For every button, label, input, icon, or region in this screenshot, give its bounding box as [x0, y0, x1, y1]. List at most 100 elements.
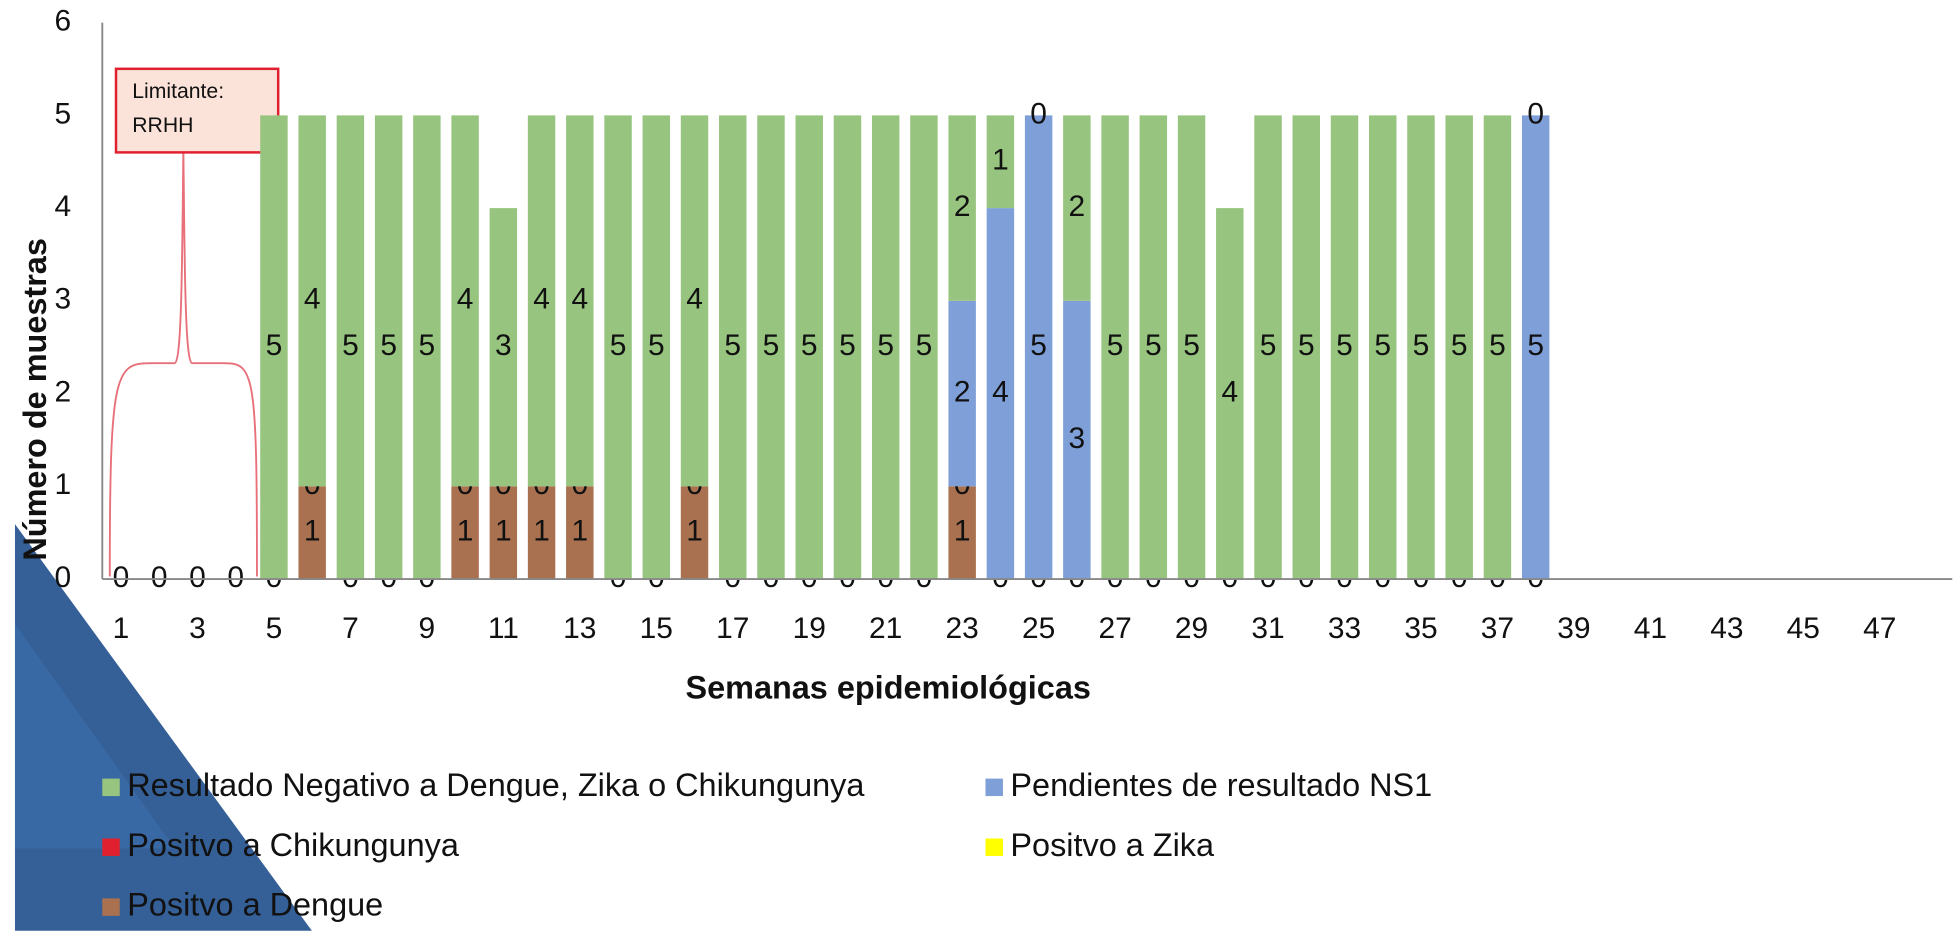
y-tick-label: 4 [54, 190, 71, 223]
bar-segment [1369, 115, 1397, 580]
bar-segment [1521, 115, 1550, 580]
data-label: 0 [1030, 97, 1047, 130]
data-label: 1 [571, 515, 588, 548]
bar-segment [871, 115, 900, 580]
x-tick-label: 41 [1634, 612, 1667, 645]
bar-segment [1483, 115, 1512, 580]
data-label: 1 [992, 144, 1009, 177]
legend-swatch [102, 778, 120, 797]
data-label: 5 [877, 329, 894, 362]
x-tick-label: 35 [1404, 612, 1437, 645]
legend-label: Resultado Negativo a Dengue, Zika o Chik… [127, 767, 865, 803]
data-label: 2 [954, 375, 971, 408]
data-label: 4 [992, 375, 1009, 408]
data-label: 5 [610, 329, 627, 362]
bar-segment [1216, 208, 1244, 580]
x-tick-label: 11 [488, 612, 519, 645]
annotation-bracket [108, 149, 258, 577]
data-label: 4 [686, 283, 703, 316]
data-label: 5 [724, 329, 741, 362]
bar-segment [986, 208, 1015, 580]
x-tick-label: 37 [1481, 612, 1514, 645]
bar-segment [1063, 115, 1091, 301]
x-tick-label: 5 [266, 612, 283, 645]
background-decoration [14, 623, 175, 849]
data-label: 5 [1260, 329, 1277, 362]
data-label: 5 [266, 329, 283, 362]
bar-segment [260, 115, 288, 580]
y-tick-label: 1 [54, 468, 71, 501]
bar-segment [1177, 115, 1206, 580]
data-label: 0 [113, 561, 130, 594]
x-tick-label: 1 [113, 612, 130, 645]
bar-segment [642, 115, 671, 580]
data-label: 5 [839, 329, 856, 362]
data-label: 0 [151, 561, 168, 594]
y-tick-label: 5 [54, 97, 71, 130]
legend-swatch [985, 778, 1003, 797]
x-tick-label: 9 [419, 612, 436, 645]
data-label: 5 [1451, 329, 1468, 362]
bar-segment [489, 208, 518, 487]
legend-label: Positvo a Dengue [127, 887, 383, 923]
bar-segment [680, 115, 709, 487]
x-tick-label: 17 [716, 612, 749, 645]
data-label: 4 [1221, 375, 1238, 408]
bar-segment [527, 486, 556, 580]
data-label: 0 [227, 561, 244, 594]
data-label: 5 [801, 329, 818, 362]
bar-segment [336, 115, 365, 580]
bar-segment [986, 115, 1015, 209]
legend-swatch [102, 898, 120, 916]
x-tick-label: 45 [1787, 612, 1820, 645]
data-label: 5 [1413, 329, 1430, 362]
data-label: 5 [916, 329, 933, 362]
bar-segment [451, 115, 479, 487]
bar-segment [1139, 115, 1168, 580]
data-label: 5 [342, 329, 359, 362]
data-label: 5 [763, 329, 780, 362]
data-label: 5 [1298, 329, 1315, 362]
data-label: 5 [1489, 329, 1506, 362]
data-label: 5 [1030, 329, 1047, 362]
legend-label: Positvo a Zika [1010, 827, 1215, 863]
bar-segment [413, 115, 441, 580]
bar-segment [1445, 115, 1473, 580]
y-tick-label: 0 [54, 561, 71, 594]
bar-segment [527, 115, 556, 487]
bar-segment [566, 115, 594, 487]
legend-swatch [985, 838, 1003, 856]
data-label: 0 [1527, 97, 1544, 130]
bar-segment [719, 115, 747, 580]
data-label: 3 [495, 329, 512, 362]
data-label: 5 [1336, 329, 1353, 362]
data-label: 4 [457, 283, 474, 316]
annotation-box [114, 67, 280, 154]
data-label: 1 [304, 515, 321, 548]
data-label: 5 [1374, 329, 1391, 362]
data-label: 5 [380, 329, 397, 362]
x-tick-label: 23 [946, 612, 979, 645]
annotation-text: Limitante: [132, 80, 224, 103]
data-label: 5 [1527, 329, 1544, 362]
x-tick-label: 3 [189, 612, 206, 645]
data-label: 5 [1107, 329, 1124, 362]
bar-segment [1254, 115, 1282, 580]
bar-segment [489, 486, 518, 580]
x-tick-label: 33 [1328, 612, 1361, 645]
legend-label: Pendientes de resultado NS1 [1010, 767, 1432, 803]
bar-segment [680, 486, 709, 580]
y-tick-label: 3 [54, 283, 71, 316]
bar-segment [1292, 115, 1320, 580]
data-label: 0 [189, 561, 206, 594]
x-tick-label: 27 [1098, 612, 1131, 645]
bar-segment [374, 115, 403, 580]
bar-segment [948, 486, 976, 580]
y-axis-title: Número de muestras [17, 238, 53, 561]
x-tick-label: 29 [1175, 612, 1208, 645]
y-tick-label: 2 [54, 375, 71, 408]
data-label: 5 [1145, 329, 1162, 362]
bar-segment [298, 486, 326, 580]
bar-segment [1101, 115, 1129, 580]
